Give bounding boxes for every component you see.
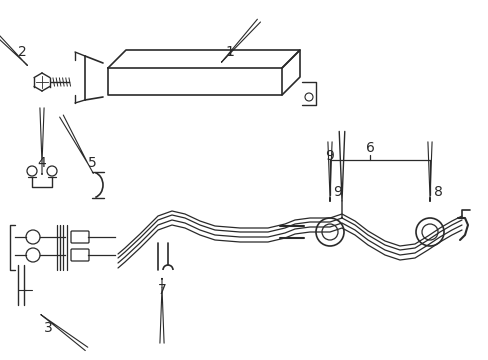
Text: 3: 3 xyxy=(43,321,52,335)
Text: 5: 5 xyxy=(87,156,96,170)
Text: 9: 9 xyxy=(325,149,334,163)
Text: 1: 1 xyxy=(225,45,234,59)
Text: 6: 6 xyxy=(365,141,374,155)
Text: 4: 4 xyxy=(38,156,46,170)
Text: 2: 2 xyxy=(18,45,26,59)
Text: 8: 8 xyxy=(433,185,442,199)
Text: 9: 9 xyxy=(333,185,342,199)
Text: 7: 7 xyxy=(157,283,166,297)
